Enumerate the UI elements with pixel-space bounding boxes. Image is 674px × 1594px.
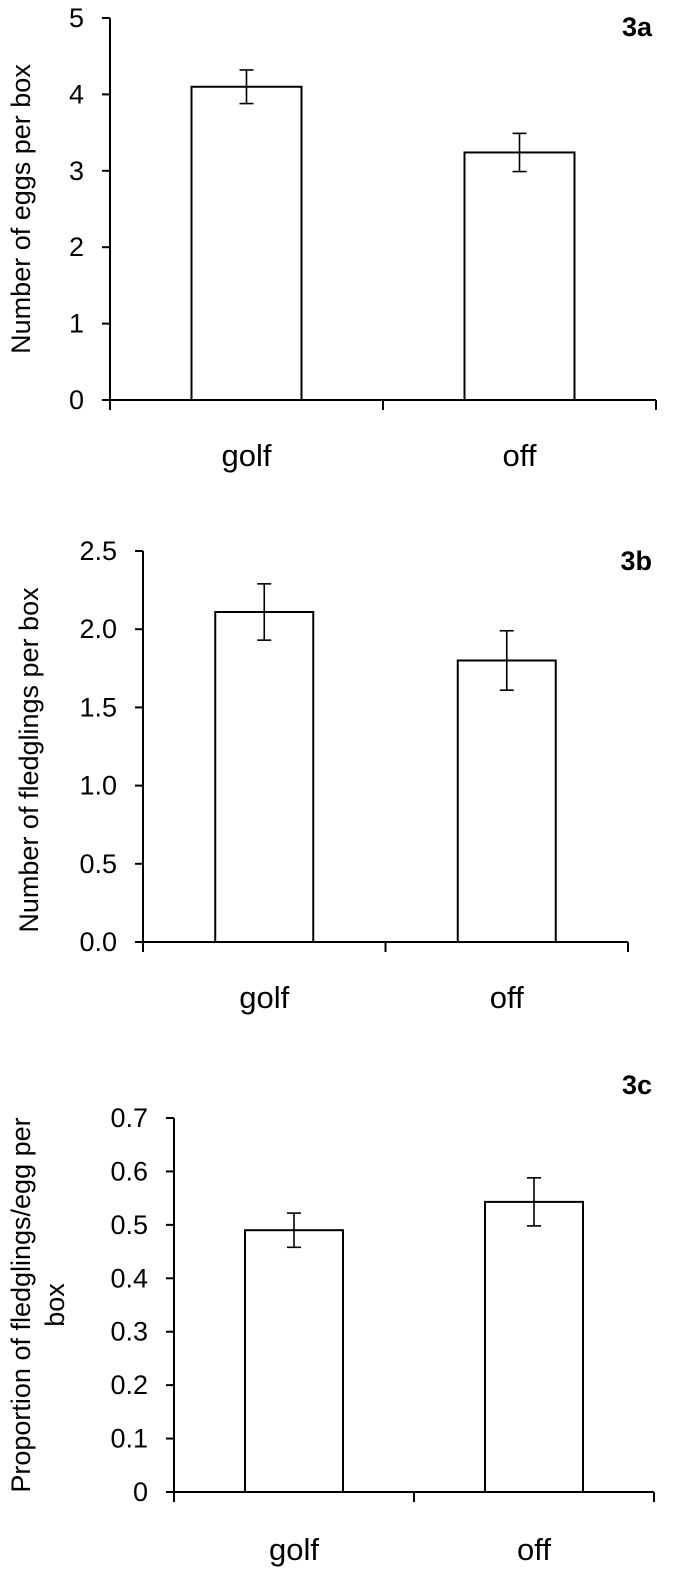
x-tick-label: golf [269,1532,319,1567]
y-tick-label: 0 [133,1477,148,1507]
y-tick-label: 1 [69,309,84,339]
y-tick-label: 0.2 [110,1370,148,1400]
panel-label: 3a [622,12,653,42]
y-tick-label: 4 [69,79,84,109]
y-axis-label-line: box [40,1283,70,1327]
bar-off [484,1200,584,1493]
y-axis-label-line: Proportion of fledglings/egg per [6,1117,36,1492]
x-tick-label: golf [239,980,289,1015]
y-tick-label: 0.1 [110,1424,148,1454]
bar-golf [244,1229,344,1493]
y-tick-label: 0 [69,385,84,415]
panel-label: 3c [622,1070,652,1100]
panel-label: 3b [620,546,652,576]
y-tick-label: 0.5 [110,1210,148,1240]
y-tick-label: 5 [69,3,84,33]
chart-3a: 0 1 2 3 4 5 golf off Number of eggs per box 3a [6,3,657,473]
x-tick-label: off [503,438,537,473]
bar-off [456,659,557,943]
x-tick-label: golf [222,438,272,473]
y-axis-label: Proportion of fledglings/egg per box [6,1117,70,1492]
y-tick-label: 2.5 [79,536,117,566]
y-tick-label: 0.5 [79,849,117,879]
y-tick-label: 0.6 [110,1156,148,1186]
bar-off [463,151,576,401]
bar-golf [190,85,303,401]
bar-golf [214,610,315,943]
y-tick-label: 3 [69,156,84,186]
y-tick-label: 0.0 [79,927,117,957]
y-axis-label: Number of eggs per box [6,64,36,354]
y-axis-label: Number of fledglings per box [14,587,44,933]
y-tick-label: 2.0 [79,614,117,644]
y-tick-label: 0.4 [110,1263,148,1293]
x-tick-label: off [490,980,524,1015]
y-tick-label: 0.7 [110,1103,148,1133]
chart-3b: 0.0 0.5 1.0 1.5 2.0 2.5 golf off Number of fledg… [14,536,652,1015]
y-tick-label: 2 [69,232,84,262]
x-tick-label: off [517,1532,551,1567]
y-tick-label: 1.0 [79,771,117,801]
y-tick-label: 1.5 [79,692,117,722]
chart-3c: 0 0.1 0.2 0.3 0.4 0.5 0.6 0.7 golf off Proportion … [6,1070,655,1567]
y-tick-label: 0.3 [110,1317,148,1347]
